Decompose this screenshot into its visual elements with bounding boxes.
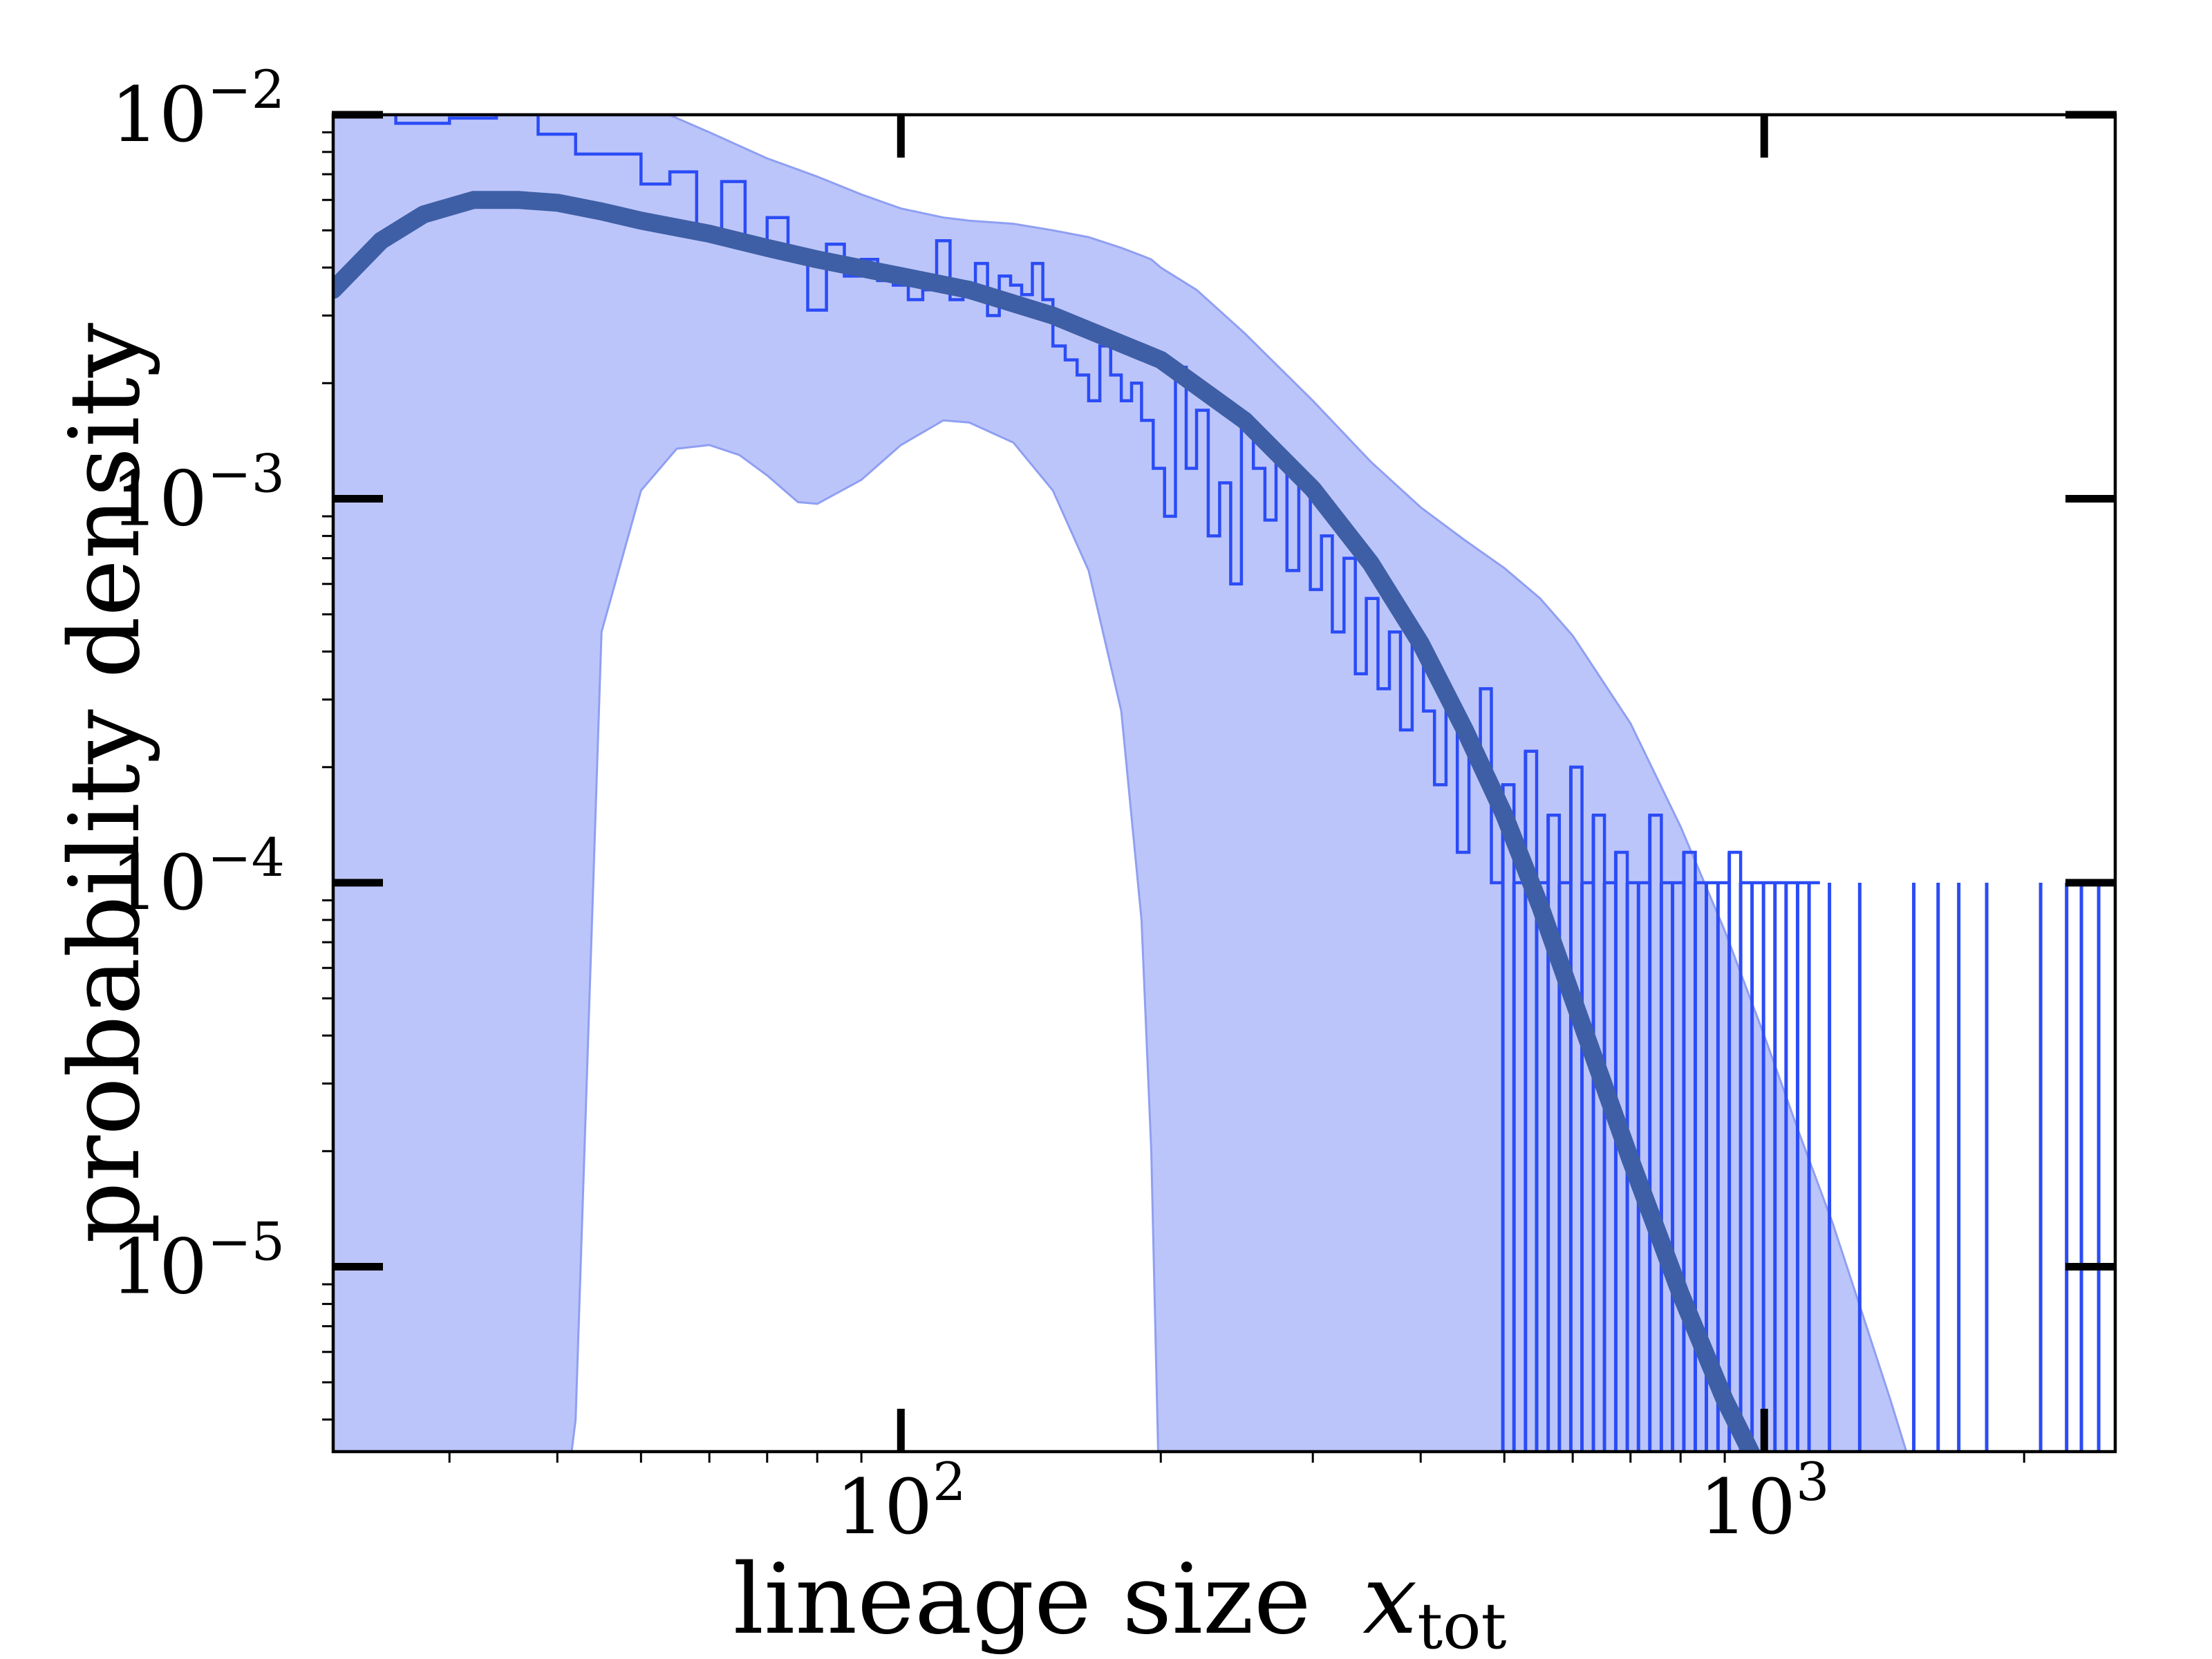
y-tick-label: 10−3: [111, 443, 285, 543]
y-axis-label: probability density: [49, 323, 162, 1244]
histogram-layer: [394, 115, 2101, 1452]
x-tick-label: 103: [1699, 1451, 1829, 1551]
y-tick-label: 10−2: [111, 59, 285, 159]
histogram-steps: [394, 115, 1820, 885]
x-axis-label: lineage size xtot: [733, 1544, 1506, 1659]
fit-curve: [333, 191, 1761, 1452]
axis-ticks: 102 103 10−2 10−3 10−4 10−5: [111, 59, 2117, 1551]
plot-frame: [331, 113, 2117, 1454]
axis-labels: lineage size xtot probability density: [49, 323, 1507, 1659]
y-tick-label: 10−4: [111, 827, 285, 927]
fit-curve-layer: [333, 191, 1761, 1452]
y-tick-label: 10−5: [111, 1211, 285, 1311]
x-tick-label: 102: [836, 1451, 966, 1551]
